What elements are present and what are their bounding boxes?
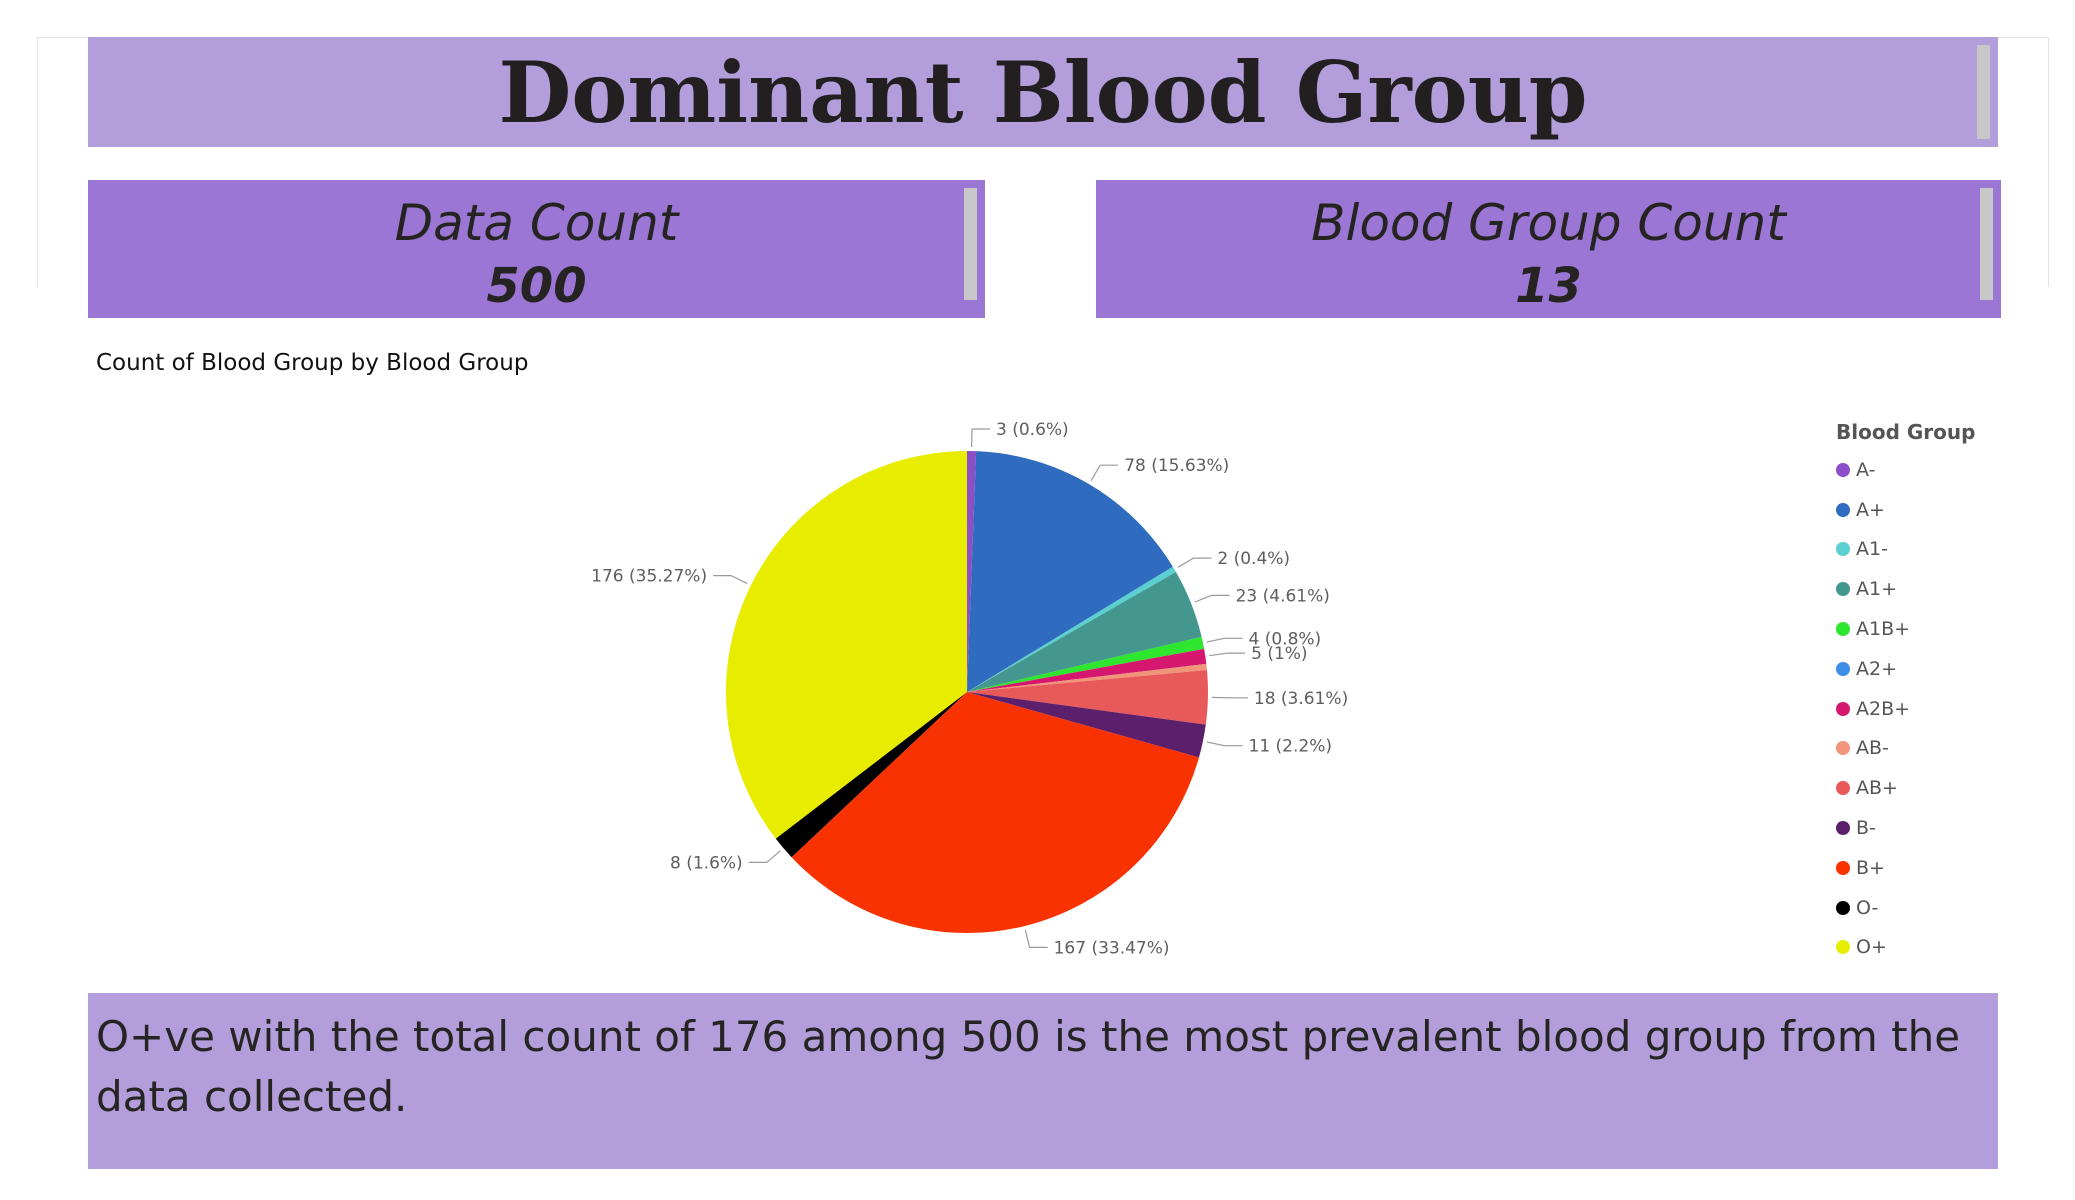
legend-label: AB+ bbox=[1856, 777, 1898, 800]
data-label-leader bbox=[748, 850, 781, 864]
legend-marker bbox=[1836, 661, 1850, 676]
pie-chart: 3 (0.6%) 78 (15.63%) 2 (0.4%) 23 (4.61%) 4 (… bbox=[591, 420, 1348, 958]
blood-group-count-card: Blood Group Count 13 bbox=[1096, 180, 2001, 318]
legend-title: Blood Group bbox=[1836, 420, 1976, 444]
pie-slice-apos[interactable] bbox=[967, 451, 1173, 692]
legend-label: A- bbox=[1856, 458, 1876, 481]
data-label: 176 (35.27%) bbox=[591, 567, 707, 587]
data-label: 2 (0.4%) bbox=[1217, 549, 1290, 569]
legend-marker bbox=[1836, 900, 1850, 915]
data-label-leader bbox=[1177, 557, 1212, 568]
legend-item[interactable]: AB+ bbox=[1836, 768, 1975, 808]
legend-marker bbox=[1836, 502, 1850, 517]
legend-item[interactable]: A2B+ bbox=[1836, 689, 1975, 729]
legend-marker bbox=[1836, 462, 1850, 477]
legend-marker bbox=[1836, 701, 1850, 716]
pie-slice-abneg[interactable] bbox=[967, 663, 1207, 692]
legend-item[interactable]: A2+ bbox=[1836, 649, 1975, 689]
data-label-leader bbox=[1209, 652, 1246, 657]
legend-label: A2B+ bbox=[1856, 697, 1911, 720]
legend-item[interactable]: O+ bbox=[1836, 928, 1975, 968]
legend-label: A2+ bbox=[1856, 657, 1898, 680]
chart-legend: Blood Group A- A+ A1- A1+ A1B+ A2+ A2B+ AB- AB+ B… bbox=[1836, 420, 1975, 967]
legend-item[interactable]: A1+ bbox=[1836, 569, 1975, 609]
legend-item[interactable]: B- bbox=[1836, 808, 1975, 848]
data-label: 23 (4.61%) bbox=[1236, 586, 1330, 606]
pie-slice-a2bpos[interactable] bbox=[967, 648, 1207, 692]
data-label-leader bbox=[1194, 594, 1230, 603]
legend-item[interactable]: B+ bbox=[1836, 848, 1975, 888]
legend-marker bbox=[1836, 860, 1850, 875]
data-label: 4 (0.8%) bbox=[1249, 629, 1322, 649]
legend-label: A1- bbox=[1856, 538, 1888, 561]
legend-item[interactable]: AB- bbox=[1836, 729, 1975, 769]
pie-slice-a1bpos[interactable] bbox=[967, 636, 1205, 692]
blood-group-count-value: 13 bbox=[1515, 258, 1582, 314]
data-label-leader bbox=[971, 428, 990, 448]
data-label: 167 (33.47%) bbox=[1054, 938, 1170, 958]
data-label-leader bbox=[1206, 637, 1243, 643]
legend-marker bbox=[1836, 542, 1850, 557]
data-label: 78 (15.63%) bbox=[1124, 456, 1229, 476]
page-title: Dominant Blood Group bbox=[498, 42, 1588, 142]
data-label: 11 (2.2%) bbox=[1249, 737, 1333, 757]
data-label-leader bbox=[713, 574, 748, 585]
legend-label: A1B+ bbox=[1856, 618, 1911, 641]
data-label: 8 (1.6%) bbox=[670, 853, 743, 873]
pie-slice-abpos[interactable] bbox=[967, 669, 1209, 725]
legend-item[interactable]: A1B+ bbox=[1836, 609, 1975, 649]
legend-marker bbox=[1836, 582, 1850, 597]
pie-slice-opos[interactable] bbox=[725, 451, 967, 839]
data-count-scrollbar[interactable] bbox=[964, 188, 977, 300]
legend-label: O+ bbox=[1856, 936, 1887, 959]
data-label-leader bbox=[1024, 929, 1048, 949]
pie-slice-bpos[interactable] bbox=[791, 692, 1199, 934]
legend-items: A- A+ A1- A1+ A1B+ A2+ A2B+ AB- AB+ B- B+ O- O+ bbox=[1836, 450, 1975, 967]
legend-label: AB- bbox=[1856, 737, 1889, 760]
data-label: 5 (1%) bbox=[1251, 644, 1307, 664]
legend-item[interactable]: O- bbox=[1836, 888, 1975, 928]
legend-marker bbox=[1836, 781, 1850, 796]
legend-label: B+ bbox=[1856, 856, 1885, 879]
blood-group-count-label: Blood Group Count bbox=[1311, 194, 1786, 252]
pie-slice-bneg[interactable] bbox=[967, 692, 1206, 758]
pie-slice-a1pos[interactable] bbox=[967, 571, 1202, 692]
pie-slice-oneg[interactable] bbox=[775, 692, 967, 858]
legend-label: A1+ bbox=[1856, 578, 1898, 601]
legend-marker bbox=[1836, 821, 1850, 836]
pie-slice-a1neg[interactable] bbox=[967, 566, 1176, 692]
legend-item[interactable]: A- bbox=[1836, 450, 1975, 490]
pie-slice-aneg[interactable] bbox=[967, 450, 977, 692]
summary-text: O+ve with the total count of 176 among 5… bbox=[96, 1012, 1961, 1121]
data-count-card: Data Count 500 bbox=[88, 180, 985, 318]
data-count-label: Data Count bbox=[394, 194, 679, 252]
legend-label: A+ bbox=[1856, 498, 1885, 521]
data-count-value: 500 bbox=[486, 258, 587, 314]
data-label-leader bbox=[1206, 741, 1243, 747]
data-label-leader bbox=[1090, 464, 1119, 482]
chart-title: Count of Blood Group by Blood Group bbox=[96, 350, 529, 376]
legend-label: O- bbox=[1856, 896, 1879, 919]
legend-marker bbox=[1836, 741, 1850, 756]
legend-marker bbox=[1836, 622, 1850, 637]
legend-item[interactable]: A+ bbox=[1836, 490, 1975, 530]
summary-banner: O+ve with the total count of 176 among 5… bbox=[88, 993, 1998, 1169]
title-banner: Dominant Blood Group bbox=[88, 37, 1998, 147]
legend-label: B- bbox=[1856, 817, 1876, 840]
data-label: 18 (3.61%) bbox=[1254, 689, 1348, 709]
title-scrollbar[interactable] bbox=[1977, 45, 1990, 139]
blood-group-count-scrollbar[interactable] bbox=[1980, 188, 1993, 300]
legend-item[interactable]: A1- bbox=[1836, 530, 1975, 570]
data-label: 3 (0.6%) bbox=[996, 420, 1069, 440]
legend-marker bbox=[1836, 940, 1850, 955]
